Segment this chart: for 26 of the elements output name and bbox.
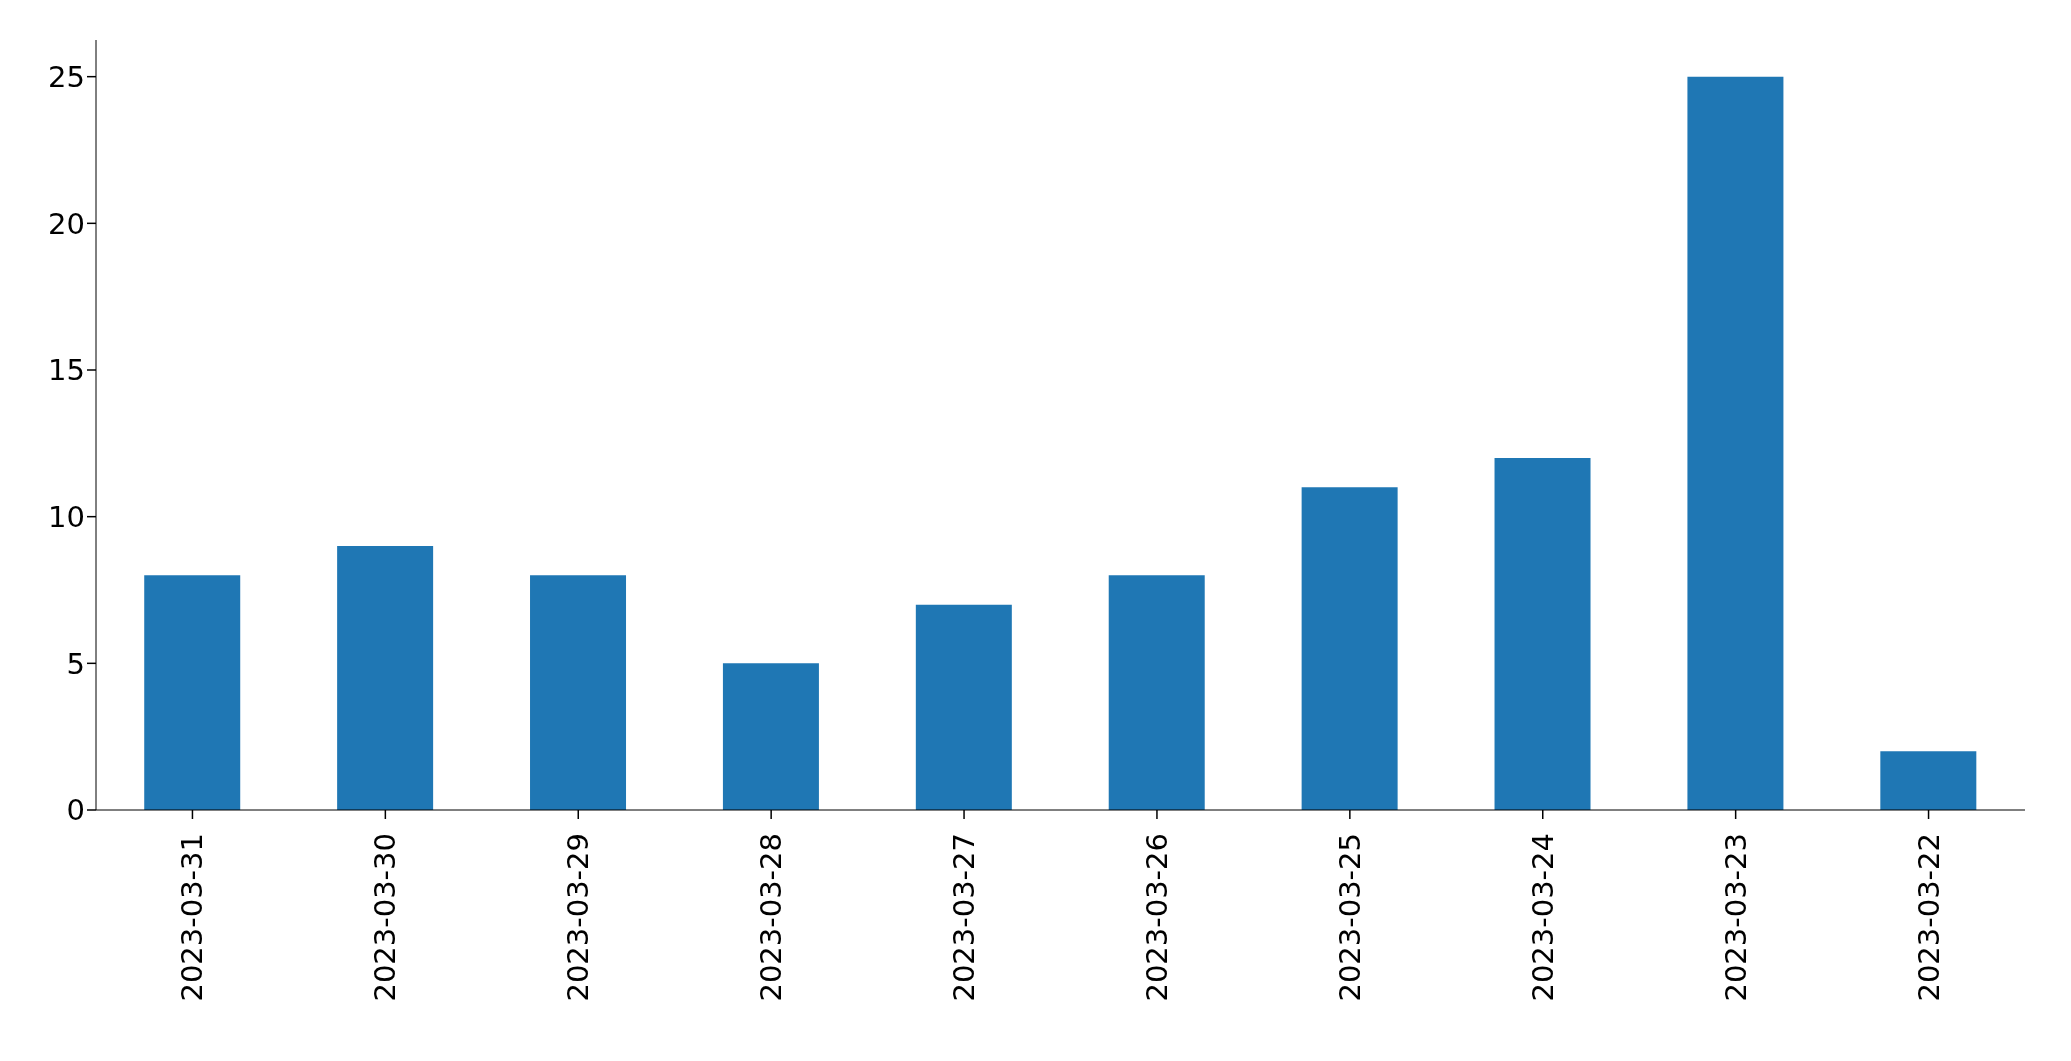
x-tick-label: 2023-03-31	[175, 833, 210, 1002]
x-tick-label: 2023-03-28	[754, 833, 789, 1002]
x-tick-label: 2023-03-27	[947, 833, 982, 1002]
x-tick-label: 2023-03-25	[1332, 833, 1367, 1002]
y-tick-label: 0	[66, 793, 85, 828]
y-tick-label: 10	[48, 499, 85, 534]
bar	[144, 575, 241, 810]
y-tick-label: 25	[48, 59, 85, 94]
x-tick-label: 2023-03-26	[1139, 833, 1174, 1002]
bar	[337, 546, 434, 810]
y-tick-label: 15	[48, 353, 85, 388]
bar	[1880, 751, 1977, 810]
bar	[1301, 487, 1398, 810]
bar	[722, 663, 819, 810]
bar	[1108, 575, 1205, 810]
x-tick-label: 2023-03-30	[368, 833, 403, 1002]
bar	[915, 604, 1012, 810]
bar	[1687, 76, 1784, 810]
x-tick-label: 2023-03-24	[1525, 833, 1560, 1002]
y-tick-label: 20	[48, 206, 85, 241]
x-tick-label: 2023-03-22	[1911, 833, 1946, 1002]
y-tick-label: 5	[66, 646, 85, 681]
bar	[530, 575, 627, 810]
bar	[1494, 458, 1591, 810]
x-tick-label: 2023-03-23	[1718, 833, 1753, 1002]
x-tick-label: 2023-03-29	[561, 833, 596, 1002]
